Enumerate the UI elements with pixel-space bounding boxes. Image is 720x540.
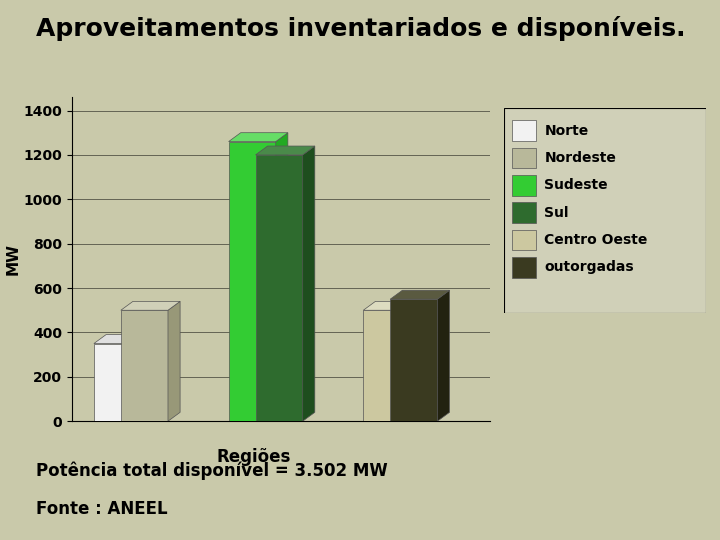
Polygon shape <box>438 291 449 421</box>
Text: Regiões: Regiões <box>217 448 291 466</box>
Polygon shape <box>121 301 180 310</box>
Bar <box>121 310 168 421</box>
Polygon shape <box>410 301 423 421</box>
Polygon shape <box>94 335 153 343</box>
Y-axis label: MW: MW <box>6 243 21 275</box>
Bar <box>364 310 410 421</box>
Text: Norte: Norte <box>544 124 588 138</box>
Bar <box>512 147 536 168</box>
Bar <box>512 257 536 278</box>
Text: Aproveitamentos inventariados e disponíveis.: Aproveitamentos inventariados e disponív… <box>36 16 685 41</box>
Polygon shape <box>302 146 315 421</box>
Polygon shape <box>168 301 180 421</box>
Text: outorgadas: outorgadas <box>544 260 634 274</box>
Bar <box>512 230 536 250</box>
Polygon shape <box>364 301 423 310</box>
Polygon shape <box>141 335 153 421</box>
Bar <box>390 299 438 421</box>
Text: Potência total disponível = 3.502 MW: Potência total disponível = 3.502 MW <box>36 462 388 480</box>
Text: Centro Oeste: Centro Oeste <box>544 233 648 247</box>
Bar <box>94 343 141 421</box>
FancyBboxPatch shape <box>504 108 706 313</box>
Text: Fonte : ANEEL: Fonte : ANEEL <box>36 500 168 517</box>
Text: Sudeste: Sudeste <box>544 178 608 192</box>
Polygon shape <box>256 146 315 155</box>
Bar <box>512 175 536 195</box>
Text: Nordeste: Nordeste <box>544 151 616 165</box>
Polygon shape <box>276 133 288 421</box>
Bar <box>228 141 276 421</box>
Polygon shape <box>390 291 449 299</box>
Bar <box>512 120 536 141</box>
Polygon shape <box>228 133 288 141</box>
Bar <box>512 202 536 223</box>
Text: Sul: Sul <box>544 206 569 220</box>
Bar <box>256 155 302 421</box>
